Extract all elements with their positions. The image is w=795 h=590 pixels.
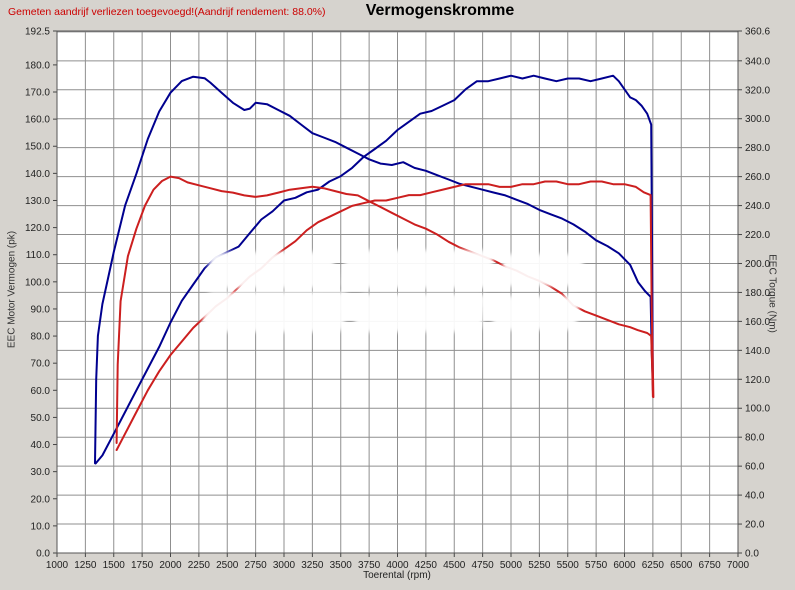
x-tick-label: 5750 [585,560,608,571]
x-tick-label: 6750 [699,560,722,571]
y-left-tick-label: 90.0 [31,304,51,315]
drive-loss-annotation: Gemeten aandrijf verliezen toegevoegd!(A… [8,6,326,18]
y-left-tick-label: 20.0 [31,494,51,505]
x-tick-label: 4750 [472,560,495,571]
x-tick-label: 6500 [670,560,693,571]
x-tick-label: 2750 [245,560,268,571]
x-tick-label: 5250 [528,560,551,571]
y-left-tick-label: 60.0 [31,386,51,397]
y-right-tick-label: 120.0 [745,375,770,386]
y-left-tick-label: 10.0 [31,521,51,532]
y-right-tick-label: 140.0 [745,346,770,357]
series-power-blue-run [94,74,654,465]
y-right-tick-label: 160.0 [745,317,770,328]
y-right-tick-label: 220.0 [745,230,770,241]
y-left-tick-label: 170.0 [25,88,50,99]
x-tick-label: 1750 [131,560,154,571]
x-tick-label: 4000 [386,560,409,571]
y-left-tick-label: 70.0 [31,359,51,370]
y-left-tick-label: 160.0 [25,115,50,126]
y-right-tick-label: 60.0 [745,462,765,473]
series-torque-red-run [115,175,654,444]
y-right-tick-label: 260.0 [745,172,770,183]
y-right-tick-label: 200.0 [745,259,770,270]
x-tick-label: 2000 [159,560,182,571]
x-tick-label: 3500 [330,560,353,571]
y-left-tick-label: 180.0 [25,60,50,71]
y-right-tick-label: 300.0 [745,114,770,125]
x-tick-label: 5500 [557,560,580,571]
x-tick-label: 6000 [613,560,636,571]
y-right-tick-label: 40.0 [745,491,765,502]
y-left-tick-label: 100.0 [25,277,50,288]
y-right-tick-label: 320.0 [745,85,770,96]
x-tick-label: 2250 [188,560,211,571]
y-right-tick-label: 240.0 [745,201,770,212]
x-tick-label: 5000 [500,560,523,571]
y-right-tick-label: 180.0 [745,288,770,299]
y-right-tick-label: 360.6 [745,27,770,38]
y-right-tick-label: 20.0 [745,520,765,531]
y-right-tick-label: 100.0 [745,404,770,415]
y-left-tick-label: 130.0 [25,196,50,207]
x-tick-label: 1500 [103,560,126,571]
x-tick-label: 2500 [216,560,239,571]
y-left-tick-label: 110.0 [26,250,51,261]
series-torque-blue-run [94,75,654,465]
chart-title: Vermogenskromme [365,2,515,19]
x-tick-label: 1250 [74,560,97,571]
x-tick-label: 6250 [642,560,665,571]
y-left-tick-label: 192.5 [25,27,50,38]
x-tick-label: 3000 [273,560,296,571]
y-left-tick-label: 30.0 [31,467,51,478]
y-right-tick-label: 340.0 [745,56,770,67]
x-tick-label: 4250 [415,560,438,571]
y-left-tick-label: 120.0 [25,223,50,234]
x-tick-label: 4500 [443,560,466,571]
x-axis-title: Toerental (rpm) [363,570,431,581]
y-right-tick-label: 280.0 [745,143,770,154]
x-tick-label: 1000 [46,560,69,571]
y-left-tick-label: 50.0 [31,413,51,424]
y-left-tick-label: 140.0 [25,169,50,180]
y-right-tick-label: 80.0 [745,433,765,444]
plot-border [56,30,739,554]
axis-ticks: 192.5 180.0 170.0 160.0 150.0 140.0 130.0 120.0… [25,27,770,572]
plot-outline [56,30,739,554]
x-tick-label: 3250 [301,560,324,571]
y-left-tick-label: 0.0 [36,549,50,560]
y-left-tick-label: 80.0 [31,332,51,343]
y-left-tick-label: 150.0 [25,142,50,153]
y-left-tick-label: 40.0 [31,440,51,451]
x-tick-label: 3750 [358,560,381,571]
y-right-tick-label: 0.0 [745,549,759,560]
x-tick-label: 7000 [727,560,750,571]
